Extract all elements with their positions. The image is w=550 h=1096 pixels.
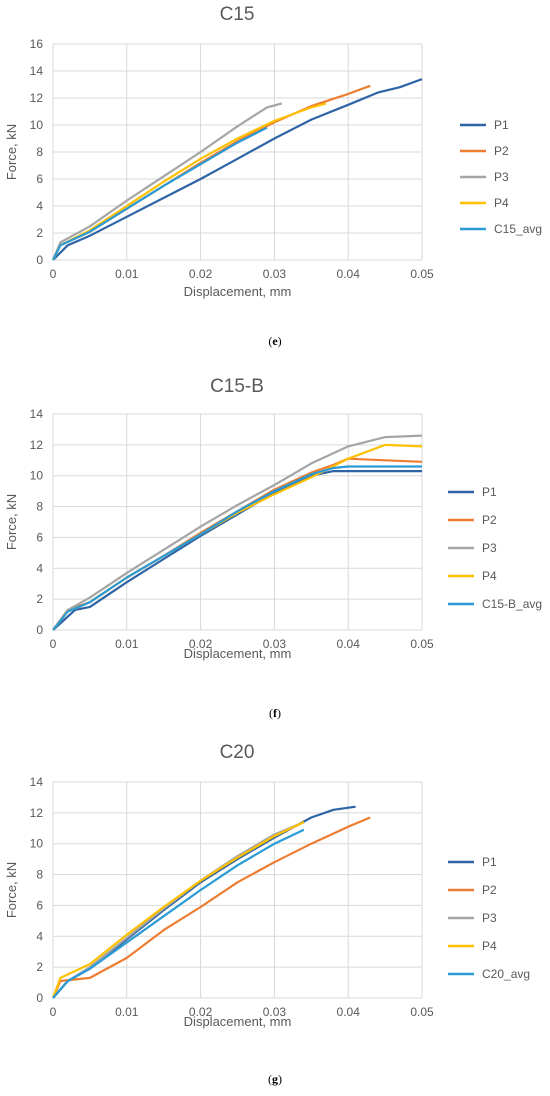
series-line-p1: [52, 805, 356, 999]
legend-label-p1: P1: [482, 485, 497, 499]
legend-label-p3: P3: [494, 170, 509, 184]
y-axis-label: Force, kN: [4, 494, 19, 550]
x-tick-label: 0.05: [410, 1005, 434, 1019]
subfigure-label-e: (e): [268, 334, 282, 348]
x-tick-label: 0.02: [189, 267, 213, 281]
series-line-p1: [52, 78, 423, 261]
subfigure-label-f: (f): [269, 706, 281, 720]
legend-label-c20-avg: C20_avg: [482, 967, 530, 981]
y-tick-label: 2: [36, 592, 43, 606]
y-tick-label: 4: [36, 561, 43, 575]
y-tick-label: 2: [36, 226, 43, 240]
subfigure-label-g: (g): [268, 1072, 282, 1086]
series-line-p4: [52, 102, 327, 261]
chart-c15: C15 0 2 4 6 8 10 12 14 16 0 0.01 0.02 0.03 0.04 0.05 Dis…: [4, 4, 542, 299]
legend-label-p3: P3: [482, 911, 497, 925]
y-axis-label: Force, kN: [4, 124, 19, 180]
x-tick-label: 0: [50, 1005, 57, 1019]
legend-label-p3: P3: [482, 541, 497, 555]
y-tick-label: 0: [36, 253, 43, 267]
y-tick-label: 12: [30, 806, 44, 820]
x-tick-label: 0.04: [337, 267, 361, 281]
y-tick-label: 10: [30, 118, 44, 132]
y-tick-label: 14: [30, 407, 44, 421]
series-line-c15-avg: [52, 126, 268, 261]
x-tick-label: 0.03: [263, 1005, 287, 1019]
x-tick-label: 0.01: [115, 637, 139, 651]
x-tick-label: 0.01: [115, 267, 139, 281]
y-tick-label: 4: [36, 199, 43, 213]
x-tick-label: 0.02: [189, 637, 213, 651]
x-tick-label: 0.05: [410, 267, 434, 281]
chart-title: C15: [220, 4, 255, 25]
y-tick-label: 8: [36, 145, 43, 159]
series-line-c20-avg: [52, 828, 305, 999]
y-tick-label: 6: [36, 172, 43, 186]
chart-c20: C20 0 2 4 6 8 10 12 14 0 0.01 0.02 0.03 0.04 0.05 Displ…: [4, 742, 530, 1029]
x-axis-label: Displacement, mm: [184, 1014, 292, 1029]
legend-label-p2: P2: [482, 513, 497, 527]
legend-label-p2: P2: [494, 144, 509, 158]
legend-label-p1: P1: [494, 118, 509, 132]
legend-label-c15-avg: C15_avg: [494, 222, 542, 236]
chart-title: C15-B: [210, 376, 264, 397]
x-tick-label: 0.01: [115, 1005, 139, 1019]
y-tick-label: 14: [30, 64, 44, 78]
legend-label-p4: P4: [494, 196, 509, 210]
y-tick-label: 10: [30, 837, 44, 851]
legend-label-p2: P2: [482, 883, 497, 897]
series-line-p3: [52, 434, 423, 631]
y-axis-label: Force, kN: [4, 862, 19, 918]
series-line-p2: [51, 816, 371, 999]
y-tick-label: 4: [36, 929, 43, 943]
y-tick-label: 2: [36, 960, 43, 974]
y-tick-label: 14: [30, 775, 44, 789]
series-line-c15-b-avg: [52, 465, 422, 631]
y-tick-label: 12: [30, 438, 44, 452]
x-tick-label: 0: [50, 637, 57, 651]
x-tick-label: 0.04: [337, 637, 361, 651]
x-tick-label: 0.03: [263, 637, 287, 651]
series-line-p4: [51, 821, 305, 999]
x-axis-label: Displacement, mm: [184, 284, 292, 299]
x-tick-label: 0.05: [410, 637, 434, 651]
chart-title: C20: [220, 742, 255, 763]
y-tick-label: 8: [36, 500, 43, 514]
y-tick-label: 6: [36, 898, 43, 912]
series-line-p3: [51, 102, 283, 261]
series-line-p1: [52, 469, 422, 631]
series-line-p2: [52, 457, 423, 631]
x-axis-label: Displacement, mm: [184, 646, 292, 661]
y-tick-label: 8: [36, 868, 43, 882]
x-tick-label: 0.03: [263, 267, 287, 281]
x-tick-label: 0.04: [337, 1005, 361, 1019]
legend-label-p4: P4: [482, 939, 497, 953]
chart-c15-b: C15-B 0 2 4 6 8 10 12 14 0 0.01 0.02 0.03 0.04 0.05 Dis…: [4, 376, 542, 661]
y-tick-label: 12: [30, 91, 44, 105]
y-tick-label: 6: [36, 530, 43, 544]
x-tick-label: 0.02: [189, 1005, 213, 1019]
legend-label-p4: P4: [482, 569, 497, 583]
y-tick-label: 0: [36, 623, 43, 637]
x-tick-label: 0: [50, 267, 57, 281]
y-tick-label: 16: [30, 37, 44, 51]
legend-label-c15-b-avg: C15-B_avg: [482, 597, 542, 611]
legend-label-p1: P1: [482, 855, 497, 869]
y-tick-label: 10: [30, 469, 44, 483]
y-tick-label: 0: [36, 991, 43, 1005]
